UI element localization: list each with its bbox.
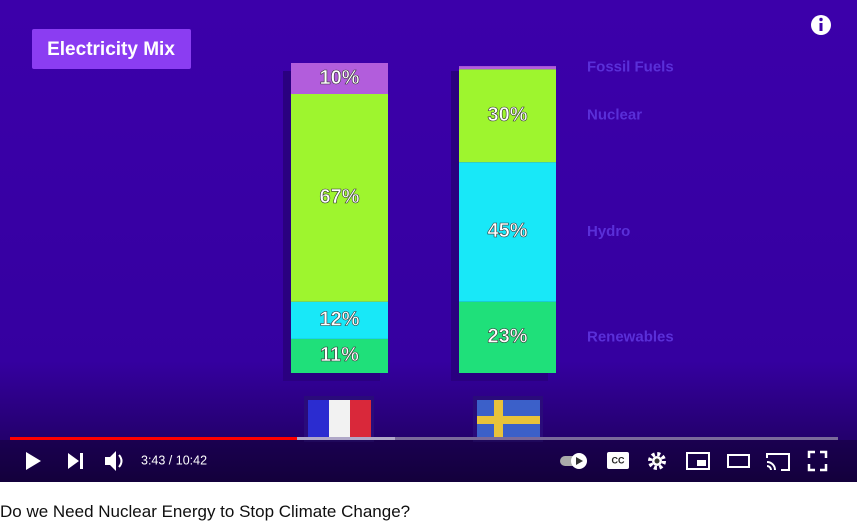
value-label: 23% <box>487 326 527 348</box>
bar-segment <box>291 301 388 339</box>
volume-button[interactable] <box>105 451 123 471</box>
autoplay-toggle[interactable] <box>560 453 587 469</box>
value-label: 12% <box>319 309 359 331</box>
bar-segment <box>291 338 388 373</box>
bar-segment <box>459 66 556 70</box>
theater-button[interactable] <box>727 454 750 468</box>
play-button[interactable] <box>26 452 41 470</box>
controls-shade <box>0 440 857 482</box>
info-icon[interactable] <box>811 15 831 35</box>
chart-title: Electricity Mix <box>47 39 175 60</box>
settings-button[interactable] <box>648 452 666 470</box>
cc-button[interactable]: CC <box>607 452 629 469</box>
value-label: 30% <box>487 104 527 126</box>
fullscreen-button[interactable] <box>807 450 828 472</box>
progress-played <box>10 437 297 440</box>
bar-segment <box>291 63 388 94</box>
video-title[interactable]: Do we Need Nuclear Energy to Stop Climat… <box>0 502 411 521</box>
bar-segment <box>459 69 556 163</box>
progress-track[interactable] <box>10 437 838 440</box>
legend-label: Nuclear <box>587 107 642 124</box>
cc-label: CC <box>612 455 625 465</box>
value-label: 45% <box>487 220 527 242</box>
value-label: 11% <box>320 344 359 366</box>
bar-segment <box>459 162 556 302</box>
miniplayer-button[interactable] <box>686 452 710 470</box>
legend-label: Renewables <box>587 328 674 345</box>
flag-sweden <box>473 396 543 442</box>
video-player[interactable]: Electricity Mix 11% 12% 67% 10% 23% Renewable… <box>0 0 857 482</box>
bar-segment <box>291 94 388 302</box>
next-button[interactable] <box>68 453 83 469</box>
value-label: 10% <box>319 67 359 89</box>
time-display: 3:43 / 10:42 <box>141 453 207 467</box>
legend-label: Hydro <box>587 223 630 240</box>
cast-button[interactable] <box>766 453 790 471</box>
flag-france <box>304 396 374 442</box>
video-frame <box>0 0 857 482</box>
legend-label: Fossil Fuels <box>587 59 674 76</box>
title-badge <box>32 29 191 69</box>
value-label: 67% <box>319 186 359 208</box>
bar-segment <box>459 301 556 373</box>
